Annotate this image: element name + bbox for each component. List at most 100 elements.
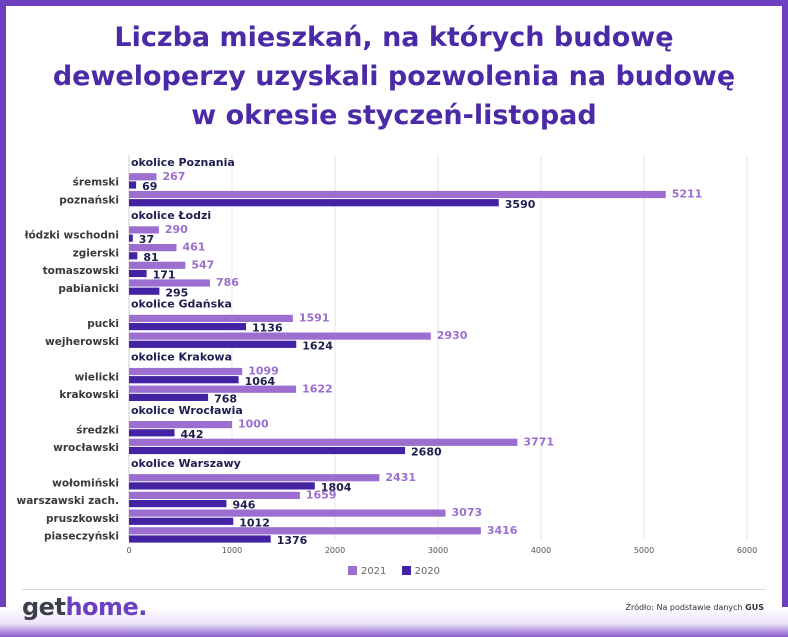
bar-2020: [129, 393, 209, 401]
frame-bottom-gradient: [0, 607, 788, 637]
data-label-2021: 1591: [299, 312, 330, 325]
source-note: Źródło: Na podstawie danych GUS: [625, 603, 764, 612]
gethome-logo: gethome.: [22, 593, 147, 621]
x-tick-label-6000: 6000: [737, 546, 757, 555]
bar-2021: [129, 421, 232, 429]
logo-part-home: home.: [65, 593, 147, 621]
legend-swatch-2021: [347, 566, 357, 575]
bar-2021: [129, 491, 300, 499]
title-line-1: Liczba mieszkań, na których budowę: [114, 22, 674, 53]
bar-2021: [129, 279, 210, 287]
footer-divider: [22, 589, 766, 590]
legend-item-2021: 2021: [347, 566, 386, 577]
data-label-2021: 1000: [238, 418, 269, 431]
bar-2021: [129, 332, 431, 340]
data-label-2021: 1659: [306, 489, 337, 502]
bar-2020: [129, 446, 406, 455]
bar-2021: [129, 367, 243, 376]
bar-2020: [129, 429, 175, 437]
category-label: wielicki: [75, 371, 119, 383]
logo-part-get: get: [22, 593, 66, 621]
bar-2020: [129, 517, 234, 525]
category-label: piaseczyński: [44, 531, 119, 543]
data-label-2021: 1099: [248, 365, 279, 378]
data-label-2021: 2431: [385, 471, 416, 484]
data-label-2020: 3590: [505, 198, 536, 211]
bar-2021: [129, 173, 157, 181]
category-label: wołomiński: [52, 477, 119, 489]
data-label-2020: 295: [165, 286, 188, 299]
data-label-2020: 1376: [277, 534, 308, 547]
bar-2021: [129, 474, 380, 482]
bar-2020: [129, 234, 133, 242]
data-label-2020: 1804: [321, 481, 352, 494]
data-label-2021: 547: [191, 258, 214, 271]
data-label-2020: 442: [181, 428, 204, 441]
legend-swatch-2020: [401, 566, 411, 575]
bar-2020: [129, 252, 138, 260]
data-label-2020: 768: [214, 393, 237, 406]
category-label: pabianicki: [58, 283, 119, 295]
data-label-2021: 1622: [302, 382, 333, 395]
category-label: pruszkowski: [46, 513, 119, 525]
x-tick-label-5000: 5000: [634, 546, 654, 555]
source-prefix: Źródło: Na podstawie danych: [625, 603, 746, 612]
data-label-2021: 461: [182, 241, 205, 254]
data-label-2021: 786: [216, 276, 239, 289]
data-label-2020: 1012: [239, 516, 270, 529]
data-label-2021: 2930: [437, 329, 468, 342]
group-label: okolice Warszawy: [131, 457, 241, 470]
data-label-2021: 5211: [672, 188, 703, 201]
group-label: okolice Gdańska: [131, 298, 232, 311]
bar-2021: [129, 190, 666, 199]
bar-2021: [129, 244, 177, 252]
data-label-2020: 1136: [252, 322, 283, 335]
bar-2020: [129, 181, 137, 189]
bar-2020: [129, 287, 160, 295]
bar-2021: [129, 527, 481, 535]
bar-2020: [129, 340, 297, 348]
data-label-2021: 290: [165, 223, 188, 236]
category-label: łódzki wschodni: [24, 230, 119, 242]
group-label: okolice Wrocławia: [131, 404, 243, 417]
bar-2021: [129, 261, 186, 269]
category-label: poznański: [59, 194, 119, 206]
data-label-2020: 81: [143, 251, 158, 264]
chart-title: Liczba mieszkań, na których budowę dewel…: [40, 18, 748, 135]
title-line-2: deweloperzy uzyskali pozwolenia na budow…: [52, 61, 736, 92]
x-tick-label-3000: 3000: [428, 546, 448, 555]
data-label-2020: 2680: [411, 446, 442, 459]
bar-2020: [129, 323, 247, 331]
bar-2020: [129, 269, 147, 278]
category-label: pucki: [87, 318, 119, 330]
data-label-2021: 3771: [523, 435, 554, 448]
chart-legend: 2021 2020: [0, 566, 788, 577]
data-label-2020: 946: [232, 499, 255, 512]
bar-2020: [129, 535, 271, 543]
bar-2020: [129, 500, 227, 508]
data-label-2020: 171: [153, 269, 176, 282]
bar-2020: [129, 482, 315, 490]
category-label: zgierski: [73, 247, 119, 259]
bar-2021: [129, 509, 446, 517]
x-tick-label-1000: 1000: [222, 546, 242, 555]
group-label: okolice Łodzi: [131, 209, 211, 222]
bar-2021: [129, 438, 518, 446]
title-line-3: w okresie styczeń-listopad: [191, 100, 597, 131]
bar-2021: [129, 385, 297, 393]
category-label: warszawski zach.: [17, 495, 119, 507]
data-label-2021: 3416: [487, 524, 518, 537]
legend-label-2020: 2020: [414, 566, 441, 577]
legend-item-2020: 2020: [401, 566, 441, 577]
data-label-2021: 267: [163, 170, 186, 183]
x-tick-label-2000: 2000: [325, 546, 345, 555]
bar-2021: [129, 226, 159, 234]
bar-2020: [129, 199, 499, 207]
category-label: śremski: [73, 177, 119, 189]
category-label: średzki: [76, 424, 119, 436]
data-label-2020: 1064: [245, 375, 276, 388]
x-tick-label-0: 0: [126, 546, 131, 555]
source-bold: GUS: [745, 603, 764, 612]
group-label: okolice Poznania: [131, 156, 235, 169]
